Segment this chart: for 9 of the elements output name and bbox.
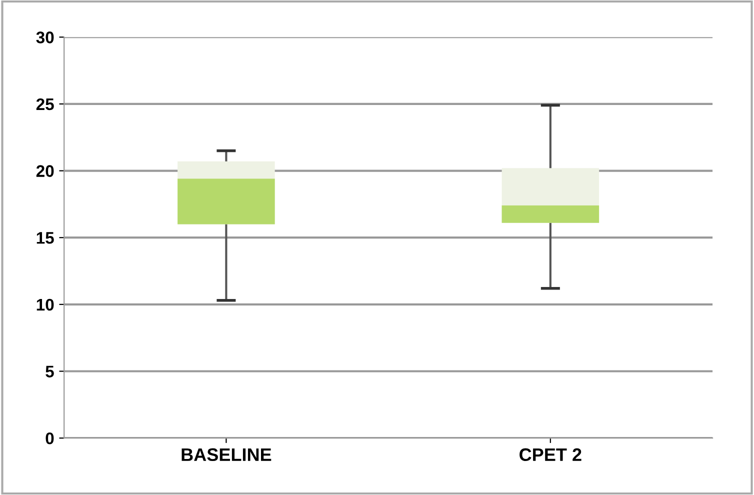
x-tick-label: BASELINE bbox=[182, 448, 272, 462]
y-tick-label: 5 bbox=[46, 366, 54, 378]
y-tick-label: 20 bbox=[36, 165, 54, 177]
y-tick-label: 0 bbox=[46, 432, 54, 444]
y-tick-label: 10 bbox=[36, 298, 54, 311]
x-tick-label: CPET 2 bbox=[520, 448, 582, 462]
y-tick-label: 25 bbox=[36, 98, 54, 110]
y-tick-label: 30 bbox=[36, 32, 54, 44]
y-tick-label: 15 bbox=[36, 232, 54, 244]
